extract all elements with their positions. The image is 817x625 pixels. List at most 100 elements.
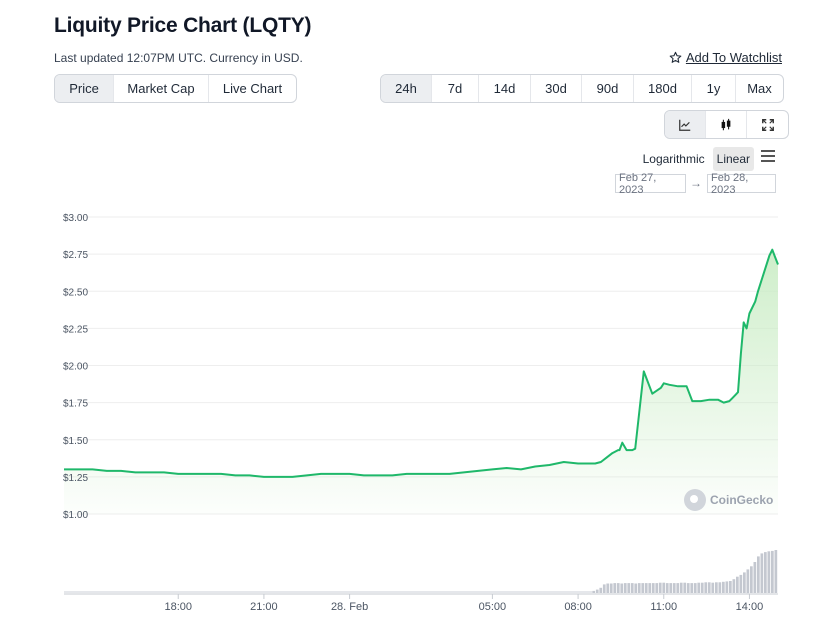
volume-bar (707, 582, 711, 594)
volume-bar (732, 579, 736, 593)
volume-bar (662, 582, 666, 593)
coingecko-watermark: CoinGecko (684, 489, 773, 511)
volume-bar (739, 574, 743, 593)
line-chart-button[interactable] (665, 111, 706, 138)
volume-bar (750, 566, 753, 593)
volume-bar (690, 583, 694, 593)
x-tick-label: 21:00 (250, 601, 278, 613)
y-tick-label: $1.75 (63, 399, 88, 410)
volume-bar (683, 582, 687, 593)
tab-market-cap[interactable]: Market Cap (114, 75, 209, 102)
volume-bar (718, 582, 722, 594)
volume-bar (722, 581, 725, 593)
volume-bar (672, 583, 676, 593)
range-90d-button[interactable]: 90d (582, 75, 634, 102)
y-tick-label: $1.00 (63, 510, 88, 521)
x-tick-label: 18:00 (164, 601, 192, 613)
range-24h-button[interactable]: 24h (381, 75, 432, 102)
volume-bar (729, 581, 732, 593)
volume-bar (679, 582, 683, 593)
date-from-input[interactable]: Feb 27, 2023 (615, 172, 686, 196)
date-range-arrow: → (690, 176, 702, 190)
line-chart-icon (679, 119, 691, 131)
x-tick-label: 08:00 (564, 601, 592, 613)
y-tick-label: $1.25 (63, 473, 88, 484)
metric-tabs: Price Market Cap Live Chart (54, 74, 297, 103)
last-updated-text: Last updated 12:07PM UTC. Currency in US… (54, 51, 303, 65)
volume-bar (676, 583, 680, 593)
volume-bar (602, 584, 606, 593)
volume-bar (627, 583, 631, 593)
volume-bar (655, 583, 659, 593)
volume-bar (644, 583, 648, 593)
volume-bar (771, 550, 774, 593)
volume-bar (616, 583, 620, 593)
volume-bar (634, 583, 638, 593)
volume-bar (658, 582, 662, 593)
linear-scale-option[interactable]: Linear (712, 147, 754, 171)
volume-bar (704, 582, 708, 594)
volume-bar (606, 583, 610, 593)
volume-bar (693, 583, 697, 593)
x-tick-label: 11:00 (650, 601, 677, 613)
price-chart[interactable]: $3.00 $2.75 $2.50 $2.25 $2.00 $1.75 $1.50 $1.25… (0, 200, 817, 625)
volume-bar (630, 583, 634, 593)
date-to-input[interactable]: Feb 28, 2023 (707, 172, 776, 196)
add-to-watchlist-label: Add To Watchlist (685, 50, 782, 65)
volume-bar (665, 583, 669, 593)
range-max-button[interactable]: Max (747, 81, 772, 96)
coingecko-logo-icon (684, 489, 706, 511)
page-title: Liquity Price Chart (LQTY) (54, 14, 312, 37)
x-tick-label: 28. Feb (331, 601, 368, 613)
volume-bar (764, 552, 767, 593)
x-tick-label: 05:00 (479, 601, 507, 613)
volume-bar (623, 583, 627, 593)
volume-baseline (64, 591, 593, 593)
y-tick-label: $2.75 (63, 250, 88, 261)
logarithmic-scale-option[interactable]: Logarithmic (642, 152, 705, 166)
scale-toggle: Logarithmic Linear (639, 147, 754, 171)
volume-bar (595, 589, 599, 593)
range-14d-button[interactable]: 14d (479, 75, 531, 102)
range-180d-button[interactable]: 180d (634, 75, 692, 102)
candlestick-button[interactable] (706, 111, 747, 138)
y-tick-label: $2.00 (63, 362, 88, 373)
volume-bar (609, 583, 613, 593)
price-line (64, 248, 779, 478)
add-to-watchlist-link[interactable]: Add To Watchlist (669, 50, 782, 65)
x-tick-label: 14:00 (736, 601, 764, 613)
range-30d-button[interactable]: 30d (531, 75, 582, 102)
hamburger-menu-icon[interactable] (761, 150, 775, 162)
volume-bar (648, 583, 652, 593)
volume-bar (767, 551, 771, 593)
fullscreen-button[interactable] (747, 111, 788, 138)
volume-bar (774, 550, 778, 593)
chart-type-buttons (664, 110, 789, 139)
volume-bar (620, 583, 624, 593)
volume-bar (700, 582, 704, 593)
volume-bar (725, 581, 729, 593)
range-1y-button[interactable]: 1y (692, 75, 736, 102)
y-tick-label: $3.00 (63, 213, 88, 224)
candlestick-icon (721, 118, 731, 130)
volume-bar (711, 582, 715, 593)
range-7d-button[interactable]: 7d (432, 75, 479, 102)
volume-bar (651, 583, 655, 593)
tab-price[interactable]: Price (55, 75, 114, 102)
y-tick-label: $1.50 (63, 436, 88, 447)
volume-bar (599, 587, 603, 593)
volume-bar (686, 583, 690, 593)
volume-bar (613, 583, 617, 593)
volume-bar (592, 590, 596, 593)
y-tick-label: $2.25 (63, 324, 88, 335)
volume-bar (669, 583, 673, 593)
watermark-text: CoinGecko (710, 493, 774, 507)
tab-live-chart[interactable]: Live Chart (222, 81, 283, 96)
volume-bar (743, 572, 746, 593)
star-icon (669, 51, 682, 63)
y-tick-label: $2.50 (63, 287, 88, 298)
volume-bar (746, 569, 750, 594)
volume-bar (637, 583, 641, 593)
price-area-fill (64, 249, 778, 514)
fullscreen-icon (761, 118, 774, 131)
